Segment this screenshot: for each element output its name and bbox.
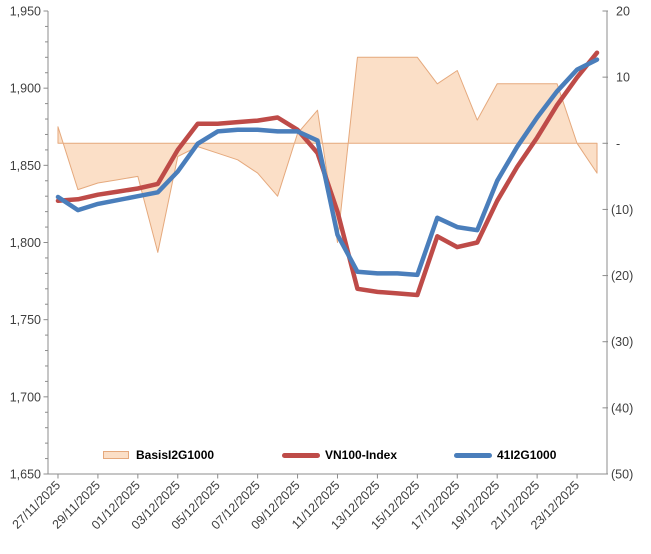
right-axis-labels: 20 10 - (10) (20) (30) (40) (50) [611, 5, 633, 482]
svg-text:1,750: 1,750 [10, 313, 41, 327]
svg-text:(10): (10) [611, 203, 633, 217]
legend-label-vn100: VN100-Index [325, 448, 398, 462]
legend-item-basis: BasisI2G1000 [103, 446, 214, 464]
svg-text:(40): (40) [611, 401, 633, 415]
legend-label-41i2g1000: 41I2G1000 [497, 448, 557, 462]
svg-text:1,850: 1,850 [10, 159, 41, 173]
legend-item-41i2g1000: 41I2G1000 [454, 446, 556, 464]
svg-text:(50): (50) [611, 468, 633, 482]
svg-text:20: 20 [616, 5, 630, 19]
basis-area-series [57, 56, 598, 253]
chart-legend: BasisI2G1000 VN100-Index 41I2G1000 [0, 446, 651, 468]
svg-text:10: 10 [616, 71, 630, 85]
svg-text:1,950: 1,950 [10, 5, 41, 19]
x-axis-labels: 27/11/202529/11/202501/12/202503/12/2025… [10, 478, 583, 532]
svg-text:(20): (20) [611, 269, 633, 283]
vn100-line-swatch-icon [282, 452, 320, 458]
svg-text:1,700: 1,700 [10, 390, 41, 404]
svg-text:1,800: 1,800 [10, 236, 41, 250]
legend-label-basis: BasisI2G1000 [136, 448, 215, 462]
svg-text:(30): (30) [611, 335, 633, 349]
axes [43, 10, 608, 479]
left-axis-labels: 1,950 1,900 1,850 1,800 1,750 1,700 1,650 [10, 5, 41, 482]
svg-text:1,900: 1,900 [10, 82, 41, 96]
svg-text:-: - [616, 137, 620, 151]
futures-line-swatch-icon [454, 452, 492, 458]
basis-area-swatch-icon [103, 451, 129, 459]
futures-line-series [55, 57, 600, 278]
svg-text:1,650: 1,650 [10, 468, 41, 482]
legend-item-vn100: VN100-Index [282, 446, 397, 464]
